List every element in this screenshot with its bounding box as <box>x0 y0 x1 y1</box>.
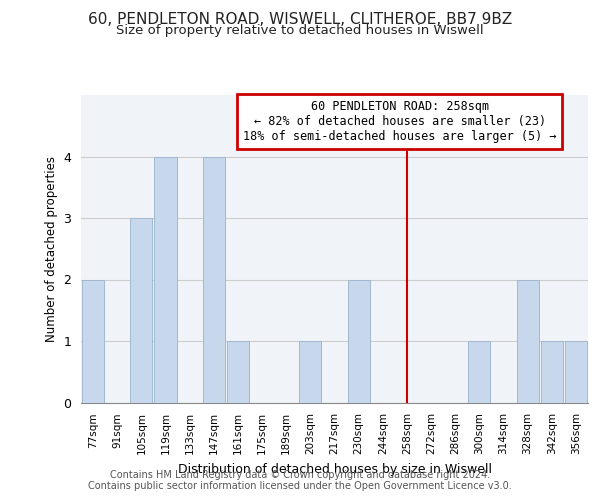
Bar <box>82 280 104 402</box>
Y-axis label: Number of detached properties: Number of detached properties <box>45 156 58 342</box>
Text: Contains public sector information licensed under the Open Government Licence v3: Contains public sector information licen… <box>88 481 512 491</box>
Bar <box>299 341 322 402</box>
Bar <box>517 280 539 402</box>
Text: Contains HM Land Registry data © Crown copyright and database right 2024.: Contains HM Land Registry data © Crown c… <box>110 470 490 480</box>
Bar <box>541 341 563 402</box>
Bar <box>347 280 370 402</box>
Text: Size of property relative to detached houses in Wiswell: Size of property relative to detached ho… <box>116 24 484 37</box>
Bar <box>130 218 152 402</box>
Bar <box>227 341 249 402</box>
Text: 60 PENDLETON ROAD: 258sqm
← 82% of detached houses are smaller (23)
18% of semi-: 60 PENDLETON ROAD: 258sqm ← 82% of detac… <box>243 100 556 143</box>
Bar <box>468 341 490 402</box>
Text: 60, PENDLETON ROAD, WISWELL, CLITHEROE, BB7 9BZ: 60, PENDLETON ROAD, WISWELL, CLITHEROE, … <box>88 12 512 28</box>
Bar <box>154 156 176 402</box>
X-axis label: Distribution of detached houses by size in Wiswell: Distribution of detached houses by size … <box>178 462 491 475</box>
Bar <box>565 341 587 402</box>
Bar <box>203 156 225 402</box>
